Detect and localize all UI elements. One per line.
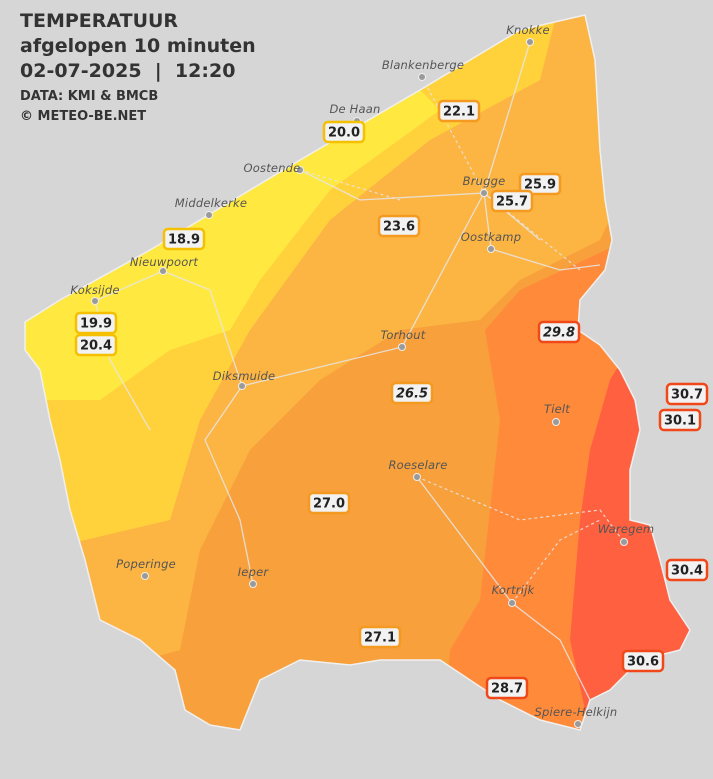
reading-box <box>437 99 481 123</box>
city-dot <box>91 297 99 305</box>
city-label: Oostende <box>244 161 301 175</box>
city-label: Poperinge <box>116 557 176 571</box>
city-dot <box>418 73 426 81</box>
reading-value: 27.1 <box>364 631 396 646</box>
title: TEMPERATUUR <box>20 10 178 32</box>
reading-value: 18.9 <box>168 233 200 248</box>
reading-value: 25.9 <box>524 178 556 193</box>
city-label: Diksmuide <box>213 369 276 383</box>
reading-box <box>377 214 421 238</box>
reading-value: 20.0 <box>328 126 360 141</box>
city-label: Oostkamp <box>461 230 521 244</box>
reading-box <box>307 491 351 515</box>
city-label: Roeselare <box>388 458 447 472</box>
reading-value: 28.7 <box>491 682 523 697</box>
city-label: Middelkerke <box>175 196 247 210</box>
city-label: Torhout <box>381 328 426 342</box>
readings: 22.1 20.0 25.9 25.7 18.9 23.6 19.9 20.4 29.8 26.5… <box>74 99 709 700</box>
city-label: Nieuwpoort <box>130 255 198 269</box>
reading-box <box>390 381 434 405</box>
reading-value: 26.5 <box>396 387 428 402</box>
city-label: Spiere-Helkijn <box>535 705 618 719</box>
reading-box <box>485 676 529 700</box>
city-label: De Haan <box>329 102 380 116</box>
city-dot <box>552 418 560 426</box>
city-dot <box>508 599 516 607</box>
reading-box <box>490 189 534 213</box>
city-dot <box>296 166 304 174</box>
reading-value: 30.1 <box>664 414 696 429</box>
reading-value: 29.8 <box>543 326 575 341</box>
reading-box <box>74 311 118 335</box>
reading-value: 30.4 <box>671 564 703 579</box>
reading-value: 19.9 <box>80 317 112 332</box>
city-label: Kortrijk <box>492 583 536 597</box>
datetime: 02-07-2025 | 12:20 <box>20 60 235 82</box>
reading-box <box>518 172 562 196</box>
city-label: Blankenberge <box>382 58 464 72</box>
city-dot <box>238 382 246 390</box>
reading-value: 20.4 <box>80 339 112 354</box>
city-dot <box>398 343 406 351</box>
city-dot <box>487 245 495 253</box>
city-dot <box>574 720 582 728</box>
city-label: Brugge <box>463 174 506 188</box>
reading-value: 22.1 <box>443 105 475 120</box>
city-dot <box>159 267 167 275</box>
reading-value: 27.0 <box>313 497 345 512</box>
source: DATA: KMI & BMCB <box>20 89 158 104</box>
reading-box <box>162 227 206 251</box>
reading-box <box>322 120 366 144</box>
city-dot <box>249 580 257 588</box>
city-label: Tielt <box>544 402 570 416</box>
city-dot <box>141 572 149 580</box>
reading-box <box>665 382 709 406</box>
city-label: Ieper <box>238 565 270 579</box>
reading-box <box>537 320 581 344</box>
city-label: Waregem <box>598 522 655 536</box>
reading-value: 30.7 <box>671 388 703 403</box>
reading-value: 30.6 <box>627 655 659 670</box>
header: TEMPERATUUR afgelopen 10 minuten 02-07-2… <box>20 10 256 124</box>
copyright: © METEO-BE.NET <box>20 109 146 124</box>
city-dot <box>413 473 421 481</box>
city-label: Koksijde <box>70 283 119 297</box>
reading-box <box>358 625 402 649</box>
reading-box <box>658 408 702 432</box>
reading-box <box>621 649 665 673</box>
city-dot <box>480 189 488 197</box>
reading-box <box>74 333 118 357</box>
city-dot <box>620 538 628 546</box>
city-dot <box>205 211 213 219</box>
city-dot <box>526 38 534 46</box>
subtitle: afgelopen 10 minuten <box>20 35 256 57</box>
cities: Knokke Blankenberge De Haan Oostende Middelk… <box>70 23 654 728</box>
reading-box <box>665 558 709 582</box>
reading-value: 23.6 <box>383 220 415 235</box>
city-label: Knokke <box>506 23 549 37</box>
reading-value: 25.7 <box>496 195 528 210</box>
